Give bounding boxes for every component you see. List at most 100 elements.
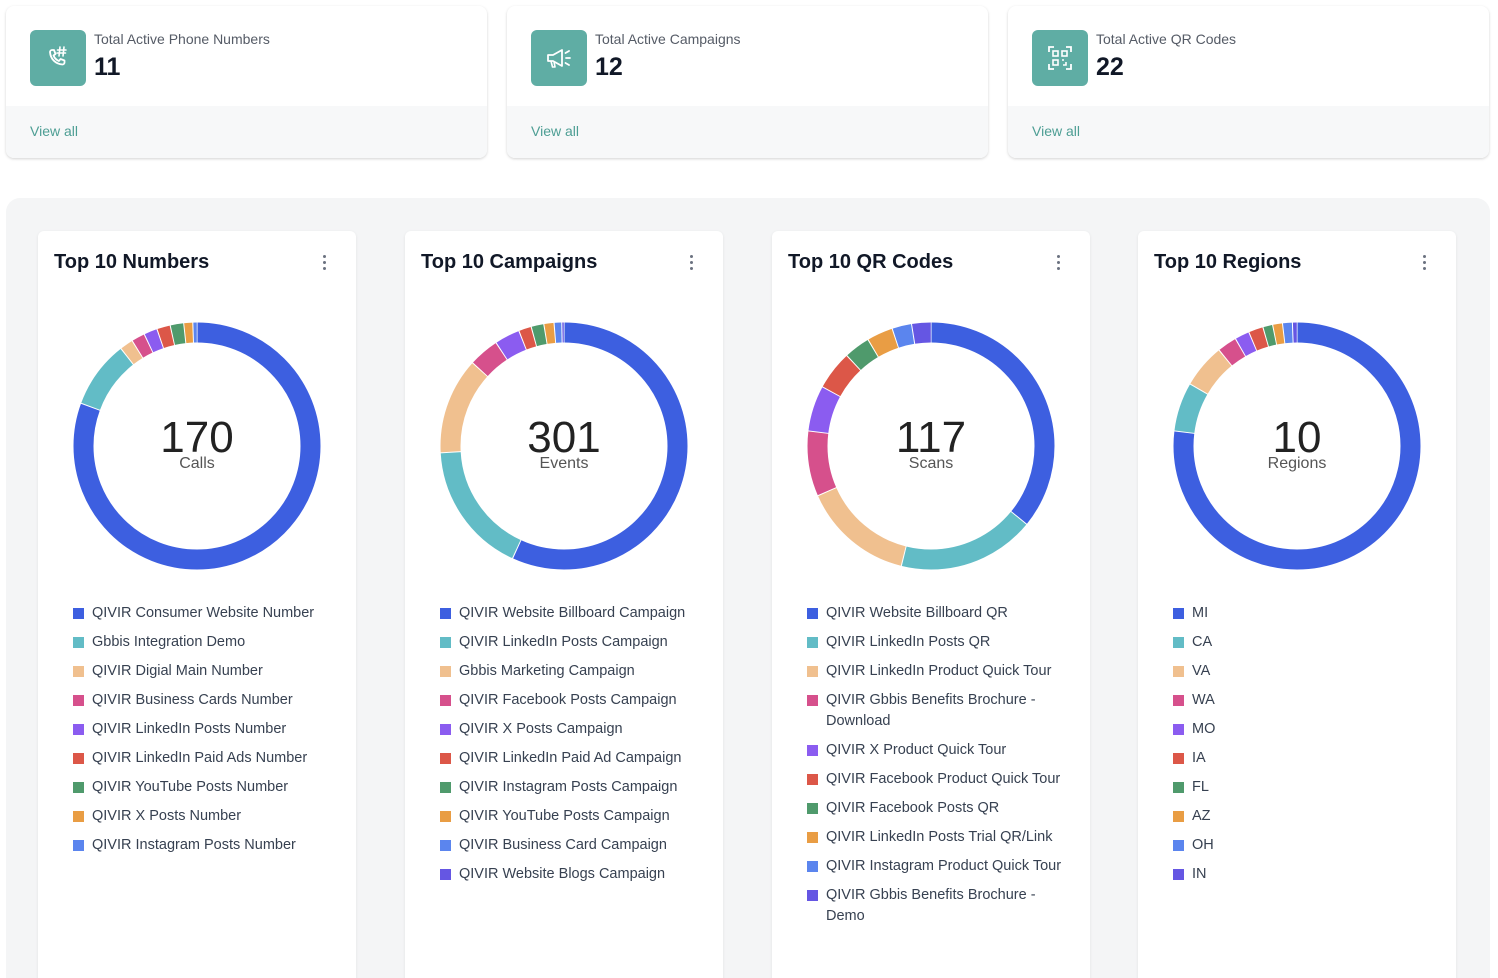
legend-swatch <box>807 890 818 901</box>
view-all-campaigns-link[interactable]: View all <box>531 123 579 139</box>
donut-slice-3[interactable] <box>440 322 688 570</box>
legend-item[interactable]: QIVIR Business Cards Number <box>73 690 343 711</box>
legend-item[interactable]: QIVIR X Posts Campaign <box>440 719 710 740</box>
legend-item[interactable]: IN <box>1173 864 1443 885</box>
legend-label: VA <box>1192 663 1211 679</box>
legend-swatch <box>73 608 84 619</box>
chart-title: Top 10 Campaigns <box>421 251 598 273</box>
legend-swatch <box>440 782 451 793</box>
legend-label: QIVIR LinkedIn Posts Trial QR/Link <box>826 829 1053 845</box>
legend-item[interactable]: VA <box>1173 661 1443 682</box>
legend-label: QIVIR Business Card Campaign <box>459 837 667 853</box>
view-all-qr-codes-link[interactable]: View all <box>1032 123 1080 139</box>
legend-item[interactable]: QIVIR Facebook Posts QR <box>807 798 1077 819</box>
donut-chart <box>807 322 1055 570</box>
legend-swatch <box>73 637 84 648</box>
legend-item[interactable]: MO <box>1173 719 1443 740</box>
legend-item[interactable]: QIVIR Gbbis Benefits Brochure - Demo <box>807 885 1077 927</box>
legend-item[interactable]: QIVIR Website Billboard Campaign <box>440 603 710 624</box>
more-options-icon[interactable] <box>314 251 334 273</box>
legend-item[interactable]: QIVIR Facebook Posts Campaign <box>440 690 710 711</box>
donut-chart <box>73 322 321 570</box>
legend-swatch <box>1173 782 1184 793</box>
legend-item[interactable]: QIVIR Consumer Website Number <box>73 603 343 624</box>
legend-item[interactable]: MI <box>1173 603 1443 624</box>
legend-item[interactable]: QIVIR LinkedIn Posts Campaign <box>440 632 710 653</box>
legend-swatch <box>807 695 818 706</box>
qr-code-icon <box>1032 30 1088 86</box>
legend-swatch <box>807 608 818 619</box>
chart-legend: MI CA VA WA MO IA FL AZ OH IN <box>1173 603 1443 893</box>
legend-label: WA <box>1192 692 1215 708</box>
legend-label: QIVIR X Posts Number <box>92 808 242 824</box>
legend-swatch <box>807 666 818 677</box>
more-options-icon[interactable] <box>1414 251 1434 273</box>
legend-swatch <box>73 840 84 851</box>
legend-swatch <box>440 724 451 735</box>
legend-swatch <box>1173 753 1184 764</box>
legend-item[interactable]: Gbbis Integration Demo <box>73 632 343 653</box>
legend-swatch <box>1173 608 1184 619</box>
legend-item[interactable]: QIVIR X Posts Number <box>73 806 343 827</box>
legend-item[interactable]: QIVIR Business Card Campaign <box>440 835 710 856</box>
legend-swatch <box>440 811 451 822</box>
legend-item[interactable]: CA <box>1173 632 1443 653</box>
donut-slice-4[interactable] <box>807 322 1055 570</box>
legend-swatch <box>440 695 451 706</box>
legend-swatch <box>440 637 451 648</box>
legend-swatch <box>1173 840 1184 851</box>
legend-item[interactable]: QIVIR Digial Main Number <box>73 661 343 682</box>
legend-item[interactable]: QIVIR Instagram Product Quick Tour <box>807 856 1077 877</box>
legend-item[interactable]: Gbbis Marketing Campaign <box>440 661 710 682</box>
donut-unit: Scans <box>908 455 954 472</box>
legend-label: QIVIR Website Blogs Campaign <box>459 866 666 882</box>
legend-label: QIVIR Digial Main Number <box>92 663 263 679</box>
legend-label: QIVIR Instagram Posts Campaign <box>459 779 678 795</box>
legend-item[interactable]: AZ <box>1173 806 1443 827</box>
legend-item[interactable]: QIVIR YouTube Posts Campaign <box>440 806 710 827</box>
legend-label: QIVIR Facebook Posts QR <box>826 800 1000 816</box>
legend-item[interactable]: QIVIR X Product Quick Tour <box>807 740 1077 761</box>
legend-item[interactable]: QIVIR LinkedIn Paid Ad Campaign <box>440 748 710 769</box>
more-options-icon[interactable] <box>681 251 701 273</box>
stat-label: Total Active Campaigns <box>595 31 741 47</box>
legend-item[interactable]: QIVIR LinkedIn Posts Number <box>73 719 343 740</box>
legend-swatch <box>73 666 84 677</box>
legend-label: QIVIR X Posts Campaign <box>459 721 623 737</box>
legend-label: QIVIR LinkedIn Posts Number <box>92 721 287 737</box>
legend-item[interactable]: QIVIR Instagram Posts Number <box>73 835 343 856</box>
legend-item[interactable]: QIVIR Instagram Posts Campaign <box>440 777 710 798</box>
phone-hash-icon <box>30 30 86 86</box>
view-all-phone-numbers-link[interactable]: View all <box>30 123 78 139</box>
slice-separator <box>440 322 688 570</box>
legend-item[interactable]: QIVIR LinkedIn Product Quick Tour <box>807 661 1077 682</box>
legend-item[interactable]: QIVIR Website Blogs Campaign <box>440 864 710 885</box>
legend-item[interactable]: QIVIR Facebook Product Quick Tour <box>807 769 1077 790</box>
megaphone-icon <box>531 30 587 86</box>
chart-title: Top 10 Numbers <box>54 251 210 273</box>
legend-label: QIVIR Business Cards Number <box>92 692 293 708</box>
legend-label: FL <box>1192 779 1209 795</box>
legend-item[interactable]: QIVIR LinkedIn Posts QR <box>807 632 1077 653</box>
legend-item[interactable]: IA <box>1173 748 1443 769</box>
legend-label: QIVIR Gbbis Benefits Brochure - Demo <box>826 887 1036 924</box>
stat-label: Total Active QR Codes <box>1096 31 1237 47</box>
legend-swatch <box>1173 811 1184 822</box>
donut-unit: Calls <box>179 455 215 472</box>
slice-separator <box>807 322 1055 570</box>
legend-swatch <box>73 811 84 822</box>
legend-item[interactable]: QIVIR YouTube Posts Number <box>73 777 343 798</box>
legend-label: QIVIR Gbbis Benefits Brochure - Download <box>826 692 1036 729</box>
legend-item[interactable]: WA <box>1173 690 1443 711</box>
legend-label: QIVIR Facebook Posts Campaign <box>459 692 677 708</box>
legend-item[interactable]: QIVIR Gbbis Benefits Brochure - Download <box>807 690 1077 732</box>
more-options-icon[interactable] <box>1048 251 1068 273</box>
legend-item[interactable]: QIVIR LinkedIn Posts Trial QR/Link <box>807 827 1077 848</box>
legend-item[interactable]: QIVIR Website Billboard QR <box>807 603 1077 624</box>
slice-separator <box>1173 322 1421 570</box>
legend-item[interactable]: OH <box>1173 835 1443 856</box>
legend-item[interactable]: QIVIR LinkedIn Paid Ads Number <box>73 748 343 769</box>
legend-item[interactable]: FL <box>1173 777 1443 798</box>
legend-swatch <box>73 753 84 764</box>
donut-slice-2[interactable] <box>807 322 1055 570</box>
